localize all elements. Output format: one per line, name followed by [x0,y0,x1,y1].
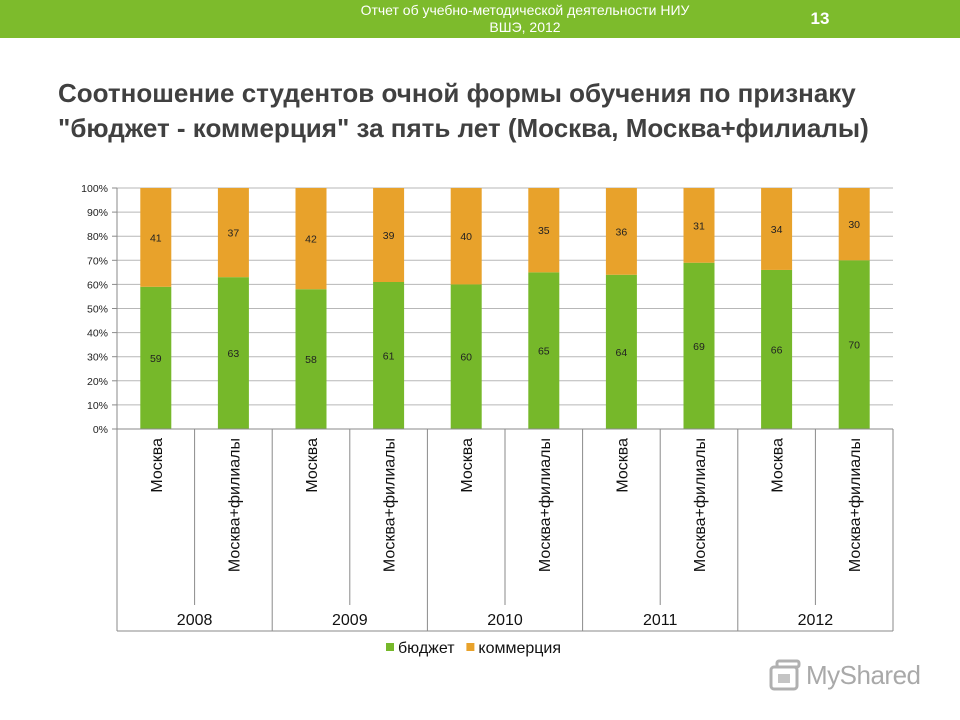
group-label: 2008 [177,612,213,629]
watermark-text: MyShared [806,660,921,690]
data-label: 39 [383,230,395,242]
category-label: Москва [149,438,166,493]
category-label: Москва+филиалы [382,438,399,572]
bar-segment [838,260,870,429]
data-label: 35 [538,225,550,237]
group-label: 2011 [643,612,678,629]
bar-segment [295,289,327,429]
bar-segment [528,272,560,429]
data-label: 37 [228,228,240,240]
report-header-line1: Отчет об учебно-методической деятельност… [360,2,690,18]
data-label: 70 [848,340,860,352]
category-label: Москва+филиалы [692,438,709,572]
category-label: Москва+филиалы [847,438,864,572]
data-label: 34 [771,224,783,236]
data-label: 36 [616,226,628,238]
data-label: 59 [150,353,162,365]
myshared-logo-icon [769,659,801,691]
data-label: 65 [538,346,550,358]
report-header: Отчет об учебно-методической деятельност… [360,2,690,36]
bar-segment [373,281,405,429]
bar-segment [140,286,172,429]
y-tick-label: 20% [87,376,108,388]
bar-segment [761,269,793,429]
category-label: Москва+филиалы [537,438,554,572]
y-tick-label: 0% [93,424,108,436]
y-tick-label: 10% [87,400,108,412]
bar-segment [838,188,870,261]
data-label: 58 [305,354,317,366]
slide-title-line2: "бюджет - коммерция" за пять лет (Москва… [58,113,869,143]
slide-title: Соотношение студентов очной формы обучен… [58,76,938,146]
data-label: 66 [771,344,783,356]
legend-label: коммерция [478,640,561,657]
category-label: Москва+филиалы [226,438,243,572]
y-tick-label: 60% [87,279,108,291]
category-label: Москва [614,438,631,493]
bar-segment [683,188,715,263]
data-label: 31 [693,220,705,232]
data-label: 41 [150,232,162,244]
bar-segment [605,188,637,275]
y-tick-label: 50% [87,304,108,316]
data-label: 60 [460,352,472,364]
legend-label: бюджет [398,640,455,657]
page-number: 13 [810,9,830,28]
data-label: 30 [848,219,860,231]
bar-segment [373,188,405,282]
data-label: 69 [693,341,705,353]
legend-swatch [466,643,475,651]
y-tick-label: 40% [87,328,108,340]
group-label: 2012 [798,612,834,629]
group-label: 2010 [487,612,523,629]
legend-swatch [386,643,394,651]
header-bar [0,0,960,38]
y-tick-label: 30% [87,352,108,364]
bar-segment [450,188,482,285]
data-label: 42 [305,234,317,246]
y-tick-label: 100% [81,183,108,195]
bar-segment [528,188,560,273]
bar-segment [683,262,715,429]
report-header-line2: ВШЭ, 2012 [489,19,561,35]
data-label: 40 [460,231,472,243]
bar-segment [295,188,327,290]
y-tick-label: 80% [87,231,108,243]
watermark: MyShared [768,656,938,696]
category-label: Москва [304,438,321,493]
bar-segment [605,274,637,429]
slide-title-line1: Соотношение студентов очной формы обучен… [58,78,856,108]
group-label: 2009 [332,612,368,629]
bar-segment [450,284,482,429]
category-label: Москва [770,438,787,493]
bar-segment [761,188,793,270]
bar-segment [217,188,249,278]
data-label: 61 [383,350,395,362]
category-label: Москва [459,438,476,493]
bar-segment [217,277,249,429]
data-label: 63 [228,348,240,360]
y-tick-label: 70% [87,255,108,267]
bar-segment [140,188,172,287]
data-label: 64 [616,347,628,359]
y-tick-label: 90% [87,207,108,219]
